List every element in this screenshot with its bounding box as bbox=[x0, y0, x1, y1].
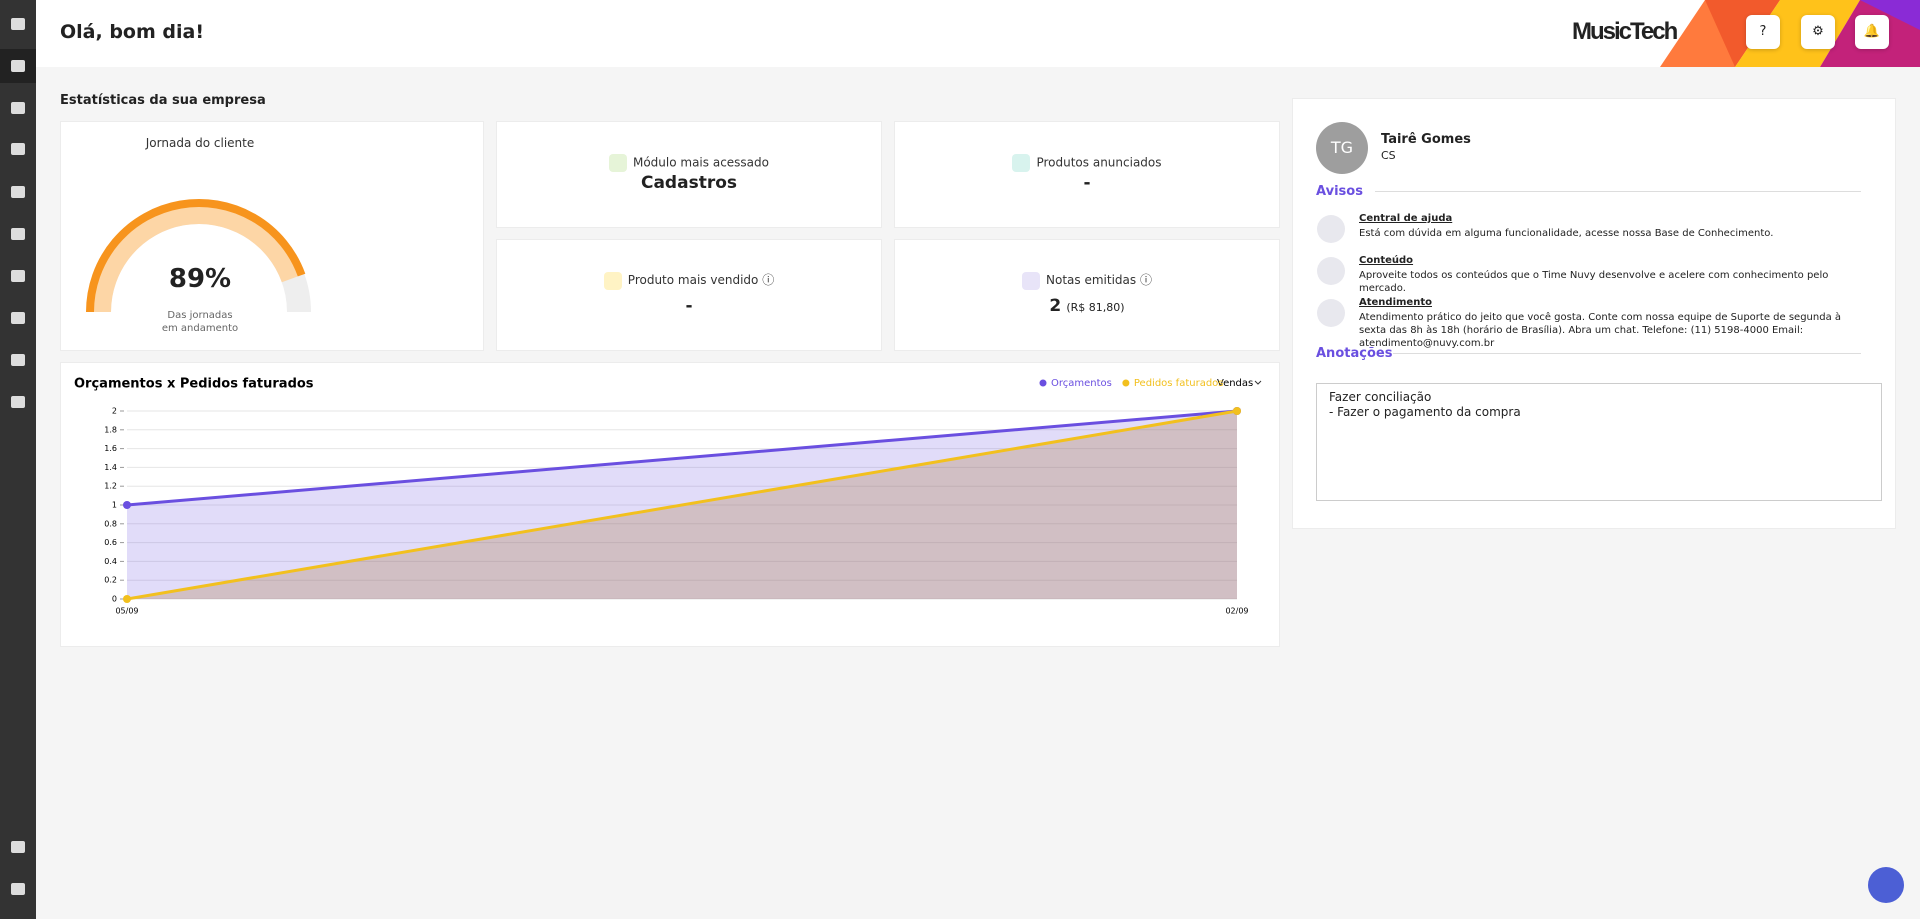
stat-label: Módulo mais acessado bbox=[497, 154, 881, 172]
section-title: Estatísticas da sua empresa bbox=[60, 93, 266, 108]
nav-icon[interactable] bbox=[11, 354, 25, 366]
notice-title[interactable]: Central de ajuda bbox=[1359, 213, 1453, 224]
journey-card: Jornada do cliente 89% Das jornadas em a… bbox=[60, 121, 484, 351]
chart: Orçamentos x Pedidos faturados Vendas 0 0… bbox=[74, 377, 1262, 616]
logout-icon[interactable] bbox=[11, 883, 25, 895]
gauge-value: 89% bbox=[168, 264, 232, 294]
stat-card: Módulo mais acessado Cadastros bbox=[496, 121, 882, 228]
y-tick-label: 0.8 bbox=[104, 519, 117, 528]
avatar: TG bbox=[1316, 122, 1368, 174]
gauge-caption: Das jornadas bbox=[167, 310, 233, 321]
notice-text: Está com dúvida em alguma funcionalidade… bbox=[1359, 228, 1774, 239]
profile-name: Tairê Gomes bbox=[1381, 132, 1471, 147]
legend-marker bbox=[1039, 379, 1047, 387]
chevron bbox=[1254, 380, 1262, 385]
y-tick-label: 0 bbox=[112, 595, 117, 604]
sidebar bbox=[0, 0, 36, 919]
stat-label-text: Módulo mais acessado bbox=[632, 155, 769, 170]
stat-value: Cadastros bbox=[640, 173, 737, 193]
gauge-edge bbox=[86, 199, 306, 313]
y-tick-label: 0.4 bbox=[104, 557, 117, 566]
stat-label-text: Notas emitidas bbox=[1046, 273, 1137, 287]
chart-card: Orçamentos x Pedidos faturados Vendas 0 0… bbox=[60, 362, 1280, 647]
legend-marker bbox=[1122, 379, 1130, 387]
y-tick-label: 0.2 bbox=[104, 576, 117, 585]
stat-card: Produtos anunciados - bbox=[894, 121, 1280, 228]
note-line: Fazer conciliação bbox=[1329, 390, 1432, 404]
settings-button[interactable]: ⚙ bbox=[1801, 15, 1835, 49]
notes-textarea[interactable]: Fazer conciliação - Fazer o pagamento da… bbox=[1316, 383, 1882, 501]
notice-title[interactable]: Conteúdo bbox=[1359, 255, 1414, 266]
profile-role: CS bbox=[1381, 149, 1396, 162]
side-panel bbox=[1292, 98, 1896, 529]
nav-icon[interactable] bbox=[11, 228, 25, 240]
notice-title[interactable]: Atendimento bbox=[1359, 297, 1432, 308]
stat-detail: (R$ 81,80) bbox=[1066, 301, 1125, 314]
stat-label: Notas emitidas ⓘ bbox=[895, 271, 1279, 290]
chart-title: Orçamentos x Pedidos faturados bbox=[74, 377, 314, 392]
notice-icon bbox=[1317, 257, 1345, 285]
y-tick-label: 1.2 bbox=[104, 482, 117, 491]
filter-dropdown[interactable]: Vendas bbox=[1217, 378, 1253, 389]
nav-icon[interactable] bbox=[11, 186, 25, 198]
y-tick-label: 1.4 bbox=[104, 463, 117, 472]
stat-value: 2 (R$ 81,80) bbox=[895, 296, 1279, 316]
y-tick-label: 1.8 bbox=[104, 425, 117, 434]
home-icon[interactable] bbox=[11, 60, 25, 72]
line bbox=[126, 409, 1238, 601]
nav-icon[interactable] bbox=[11, 312, 25, 324]
greeting: Olá, bom dia! bbox=[60, 21, 204, 43]
stat-value: - bbox=[685, 296, 693, 316]
legend-label: Pedidos faturados bbox=[1134, 378, 1224, 389]
nav-icon[interactable] bbox=[11, 396, 25, 408]
gauge bbox=[86, 199, 311, 313]
divider bbox=[1375, 191, 1861, 192]
y-tick-label: 1.6 bbox=[104, 444, 117, 453]
user-icon[interactable] bbox=[11, 841, 25, 853]
note-line: - Fazer o pagamento da compra bbox=[1329, 405, 1521, 419]
section-heading: Avisos bbox=[1316, 184, 1371, 199]
chat-button[interactable] bbox=[1868, 867, 1904, 903]
point bbox=[123, 501, 131, 509]
nav-icon[interactable] bbox=[11, 102, 25, 114]
notice-icon bbox=[1317, 215, 1345, 243]
section-heading: Anotações bbox=[1316, 346, 1401, 361]
nav-icon[interactable] bbox=[11, 270, 25, 282]
stat-value: - bbox=[1083, 173, 1091, 193]
notifications-button[interactable]: 🔔 bbox=[1855, 15, 1889, 49]
help-button[interactable]: ? bbox=[1746, 15, 1780, 49]
stat-label: Produto mais vendido ⓘ bbox=[497, 271, 881, 290]
x-tick-label: 02/09 bbox=[1225, 607, 1248, 616]
stat-label-text: Produto mais vendido bbox=[627, 273, 759, 287]
legend-label: Orçamentos bbox=[1051, 378, 1112, 389]
brand: MusicTech bbox=[1572, 18, 1678, 45]
header bbox=[36, 0, 1920, 67]
x-tick-label: 05/09 bbox=[115, 607, 138, 616]
menu-icon[interactable] bbox=[11, 18, 25, 30]
stat-label: Produtos anunciados bbox=[895, 154, 1279, 172]
y-tick-label: 1 bbox=[112, 501, 117, 510]
divider bbox=[1393, 353, 1861, 354]
card-title: Jornada do cliente bbox=[145, 136, 255, 150]
notice-text: Atendimento prático do jeito que você go… bbox=[1359, 312, 1842, 349]
y-tick-label: 0.6 bbox=[104, 538, 117, 547]
gauge-fill bbox=[87, 200, 305, 313]
line bbox=[126, 409, 1238, 507]
stat-label-text: Produtos anunciados bbox=[1036, 155, 1162, 170]
stat-card: Notas emitidas ⓘ 2 (R$ 81,80) bbox=[894, 239, 1280, 351]
point bbox=[123, 595, 131, 603]
gauge-caption: em andamento bbox=[161, 323, 239, 334]
point bbox=[1233, 407, 1241, 415]
notice-icon bbox=[1317, 299, 1345, 327]
stat-card: Produto mais vendido ⓘ - bbox=[496, 239, 882, 351]
nav-icon[interactable] bbox=[11, 143, 25, 155]
notice-text: Aproveite todos os conteúdos que o Time … bbox=[1359, 270, 1829, 294]
stat-number: 2 bbox=[1049, 296, 1062, 316]
y-tick-label: 2 bbox=[112, 407, 117, 416]
